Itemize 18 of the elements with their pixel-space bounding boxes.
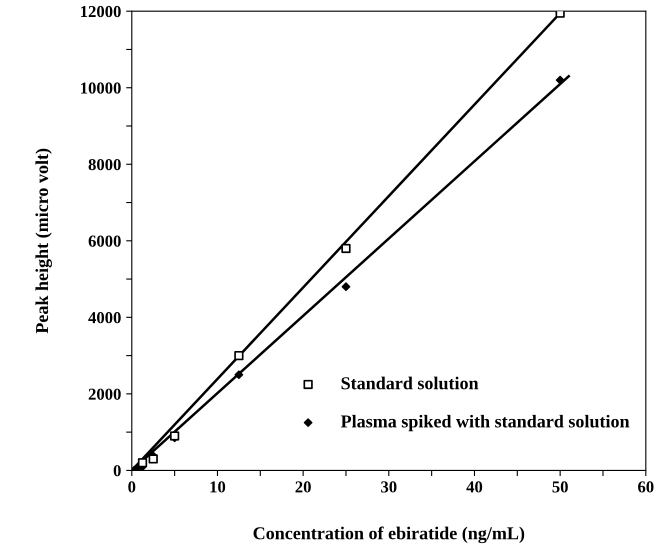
y-tick-label: 10000 [81, 82, 121, 94]
x-tick-label: 50 [552, 481, 568, 493]
legend-label: Plasma spiked with standard solution [340, 414, 630, 432]
x-axis-title: Concentration of ebiratide (ng/mL) [254, 526, 524, 544]
y-axis-title: Peak height (micro volt) [35, 148, 52, 334]
x-tick-label: 60 [638, 481, 654, 493]
y-tick-label: 2000 [88, 388, 121, 400]
x-tick-label: 30 [381, 481, 397, 493]
y-tick-label: 12000 [81, 6, 121, 18]
y-tick-label: 6000 [88, 236, 121, 247]
x-tick-label: 10 [210, 481, 226, 493]
legend-label: Standard solution [342, 376, 478, 390]
x-tick-label: 20 [296, 481, 311, 493]
y-tick-label: 8000 [88, 158, 121, 170]
x-tick-label: 0 [128, 481, 136, 493]
y-tick-label: 4000 [88, 312, 121, 324]
y-tick-label: 0 [114, 465, 121, 476]
x-tick-label: 40 [466, 481, 482, 493]
